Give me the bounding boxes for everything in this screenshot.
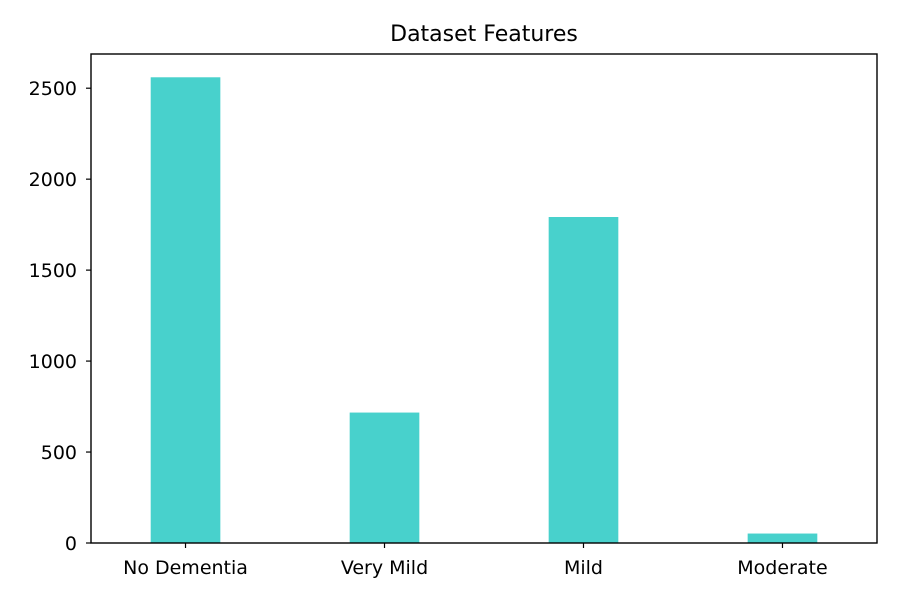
y-tick-label: 1000 <box>29 351 77 373</box>
y-tick-label: 2500 <box>29 78 77 100</box>
bar-mild <box>548 217 619 543</box>
y-tick-label: 2000 <box>29 169 77 191</box>
x-axis: No Dementia Very Mild Mild Moderate <box>123 543 828 579</box>
bar-moderate <box>747 533 818 543</box>
plot-area-frame <box>90 53 878 544</box>
chart-title: Dataset Features <box>390 22 578 47</box>
x-tick-label: Very Mild <box>341 557 428 579</box>
y-tick-label: 0 <box>65 533 77 555</box>
bars-group <box>150 77 818 544</box>
bar-very-mild <box>349 412 420 543</box>
x-tick-label: Mild <box>564 557 603 579</box>
x-tick-label: Moderate <box>737 557 827 579</box>
x-tick-label: No Dementia <box>123 557 248 579</box>
y-axis: 0 500 1000 1500 2000 2500 <box>29 78 91 555</box>
y-tick-label: 500 <box>41 442 77 464</box>
bar-no-dementia <box>150 77 221 544</box>
y-tick-label: 1500 <box>29 260 77 282</box>
